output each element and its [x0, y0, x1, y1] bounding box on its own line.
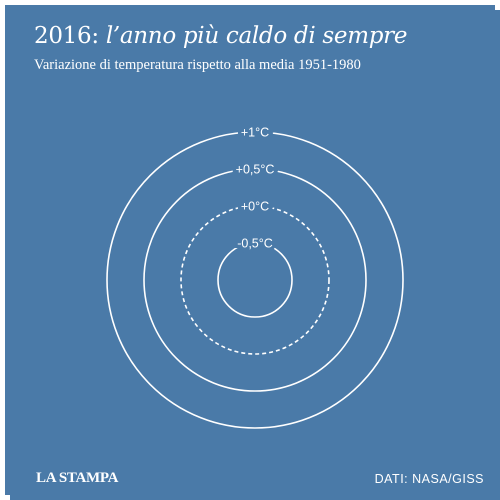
ring-label-3: +1°C [241, 126, 269, 140]
data-source: DATI: NASA/GISS [374, 472, 484, 486]
chart-panel: 2016: l’anno più caldo di sempre Variazi… [10, 10, 500, 500]
chart-title: 2016: l’anno più caldo di sempre [34, 20, 407, 52]
chart-subtitle: Variazione di temperatura rispetto alla … [34, 57, 361, 73]
ring-label-2: +0,5°C [236, 163, 275, 177]
ring-2 [143, 168, 367, 392]
ring-label-1: +0°C [241, 200, 269, 214]
la-stampa-logo: LA STAMPA [36, 470, 119, 486]
ring-3 [106, 131, 404, 429]
ring-0 [217, 242, 293, 318]
ring-1 [180, 205, 330, 355]
radial-temperature-chart: -0,5°C +0°C +0,5°C +1°C [106, 122, 404, 429]
ring-label-0: -0,5°C [237, 237, 273, 251]
title-headline: l’anno più caldo di sempre [105, 23, 408, 49]
title-year: 2016: [34, 23, 99, 49]
